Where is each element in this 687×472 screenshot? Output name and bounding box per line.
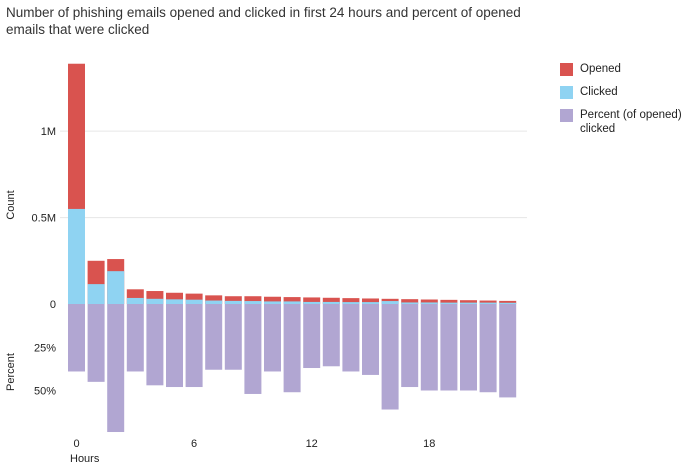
bar-opened-22: [499, 300, 517, 304]
legend-swatch-percent: [560, 109, 573, 122]
count-bars: [68, 63, 517, 304]
legend-swatch-clicked: [560, 86, 573, 99]
bar-clicked-22: [499, 302, 517, 304]
bar-percent-11: [283, 304, 301, 393]
bar-clicked-17: [401, 302, 419, 304]
bar-percent-18: [420, 304, 438, 391]
legend-swatch-opened: [560, 63, 573, 76]
bar-percent-3: [126, 304, 144, 372]
bar-clicked-12: [303, 301, 321, 304]
bar-opened-13: [322, 297, 340, 304]
legend-label-opened: Opened: [580, 63, 621, 75]
bar-percent-9: [244, 304, 262, 394]
bar-percent-22: [499, 304, 517, 398]
percent-bars: [68, 304, 517, 433]
x-tick-2: 12: [306, 438, 318, 450]
bar-opened-18: [420, 299, 438, 304]
bar-clicked-14: [342, 302, 360, 304]
bar-opened-7: [205, 295, 223, 304]
bar-clicked-2: [107, 271, 125, 304]
bar-percent-7: [205, 304, 223, 370]
bar-percent-14: [342, 304, 360, 372]
bar-opened-15: [362, 298, 379, 304]
bar-clicked-15: [362, 302, 379, 304]
bar-clicked-1: [87, 284, 105, 304]
bar-percent-10: [264, 304, 281, 372]
bar-percent-12: [303, 304, 321, 369]
bar-percent-21: [479, 304, 497, 393]
x-tick-0: 0: [73, 438, 79, 450]
bar-opened-8: [224, 296, 242, 304]
bar-clicked-10: [264, 301, 281, 304]
axis-ticks: 0 0.5M 1M 25% 50% 0 6 12 18: [32, 126, 436, 450]
bar-clicked-7: [205, 300, 223, 304]
bar-opened-11: [283, 297, 301, 304]
bar-clicked-3: [126, 297, 144, 304]
bar-clicked-19: [440, 302, 458, 304]
bar-clicked-20: [460, 302, 477, 304]
y-tick-count-1: 0.5M: [32, 213, 56, 225]
legend-item-percent: Percent (of opened) clicked: [560, 108, 685, 136]
legend-label-percent: Percent (of opened) clicked: [580, 109, 682, 135]
x-tick-3: 18: [423, 438, 435, 450]
bar-percent-1: [87, 304, 105, 382]
bar-clicked-8: [224, 300, 242, 304]
bar-clicked-16: [381, 301, 399, 304]
bar-percent-17: [401, 304, 419, 388]
bar-opened-14: [342, 298, 360, 304]
bar-percent-2: [107, 304, 125, 433]
legend-label-clicked: Clicked: [580, 86, 618, 98]
grid-lines: [60, 130, 527, 219]
bar-percent-19: [440, 304, 458, 391]
y-tick-percent-0: 25%: [34, 342, 56, 354]
bar-clicked-9: [244, 301, 262, 304]
bar-opened-19: [440, 299, 458, 304]
y-tick-count-0: 0: [50, 299, 56, 311]
bar-percent-6: [185, 304, 203, 388]
chart-title: Number of phishing emails opened and cli…: [6, 5, 521, 37]
bar-percent-16: [381, 304, 399, 410]
bar-percent-13: [322, 304, 340, 367]
bar-opened-6: [185, 293, 203, 304]
bar-opened-10: [264, 296, 281, 304]
bar-percent-15: [362, 304, 379, 375]
bar-opened-12: [303, 297, 321, 304]
y-axis-title-percent: Percent: [5, 353, 17, 391]
bar-percent-8: [224, 304, 242, 370]
x-axis-title: Hours: [70, 453, 100, 465]
bar-clicked-11: [283, 301, 301, 304]
bar-opened-9: [244, 296, 262, 304]
y-tick-percent-1: 50%: [34, 386, 56, 398]
bar-opened-17: [401, 299, 419, 304]
bar-clicked-0: [68, 208, 85, 304]
bar-opened-21: [479, 300, 497, 304]
bar-percent-0: [68, 304, 85, 372]
x-tick-1: 6: [191, 438, 197, 450]
bar-clicked-5: [166, 299, 183, 304]
bar-clicked-13: [322, 301, 340, 304]
bar-opened-5: [166, 292, 183, 304]
legend-item-opened: Opened: [560, 62, 685, 76]
bar-clicked-6: [185, 299, 203, 304]
bar-percent-4: [146, 304, 164, 386]
bar-opened-20: [460, 300, 477, 304]
legend-item-clicked: Clicked: [560, 85, 685, 99]
y-axis-title-count: Count: [5, 190, 17, 219]
bar-clicked-4: [146, 298, 164, 304]
bar-clicked-21: [479, 302, 497, 304]
y-tick-count-2: 1M: [41, 126, 56, 138]
bar-percent-5: [166, 304, 183, 388]
legend: Opened Clicked Percent (of opened) click…: [560, 62, 685, 145]
bar-percent-20: [460, 304, 477, 391]
bar-clicked-18: [420, 302, 438, 304]
